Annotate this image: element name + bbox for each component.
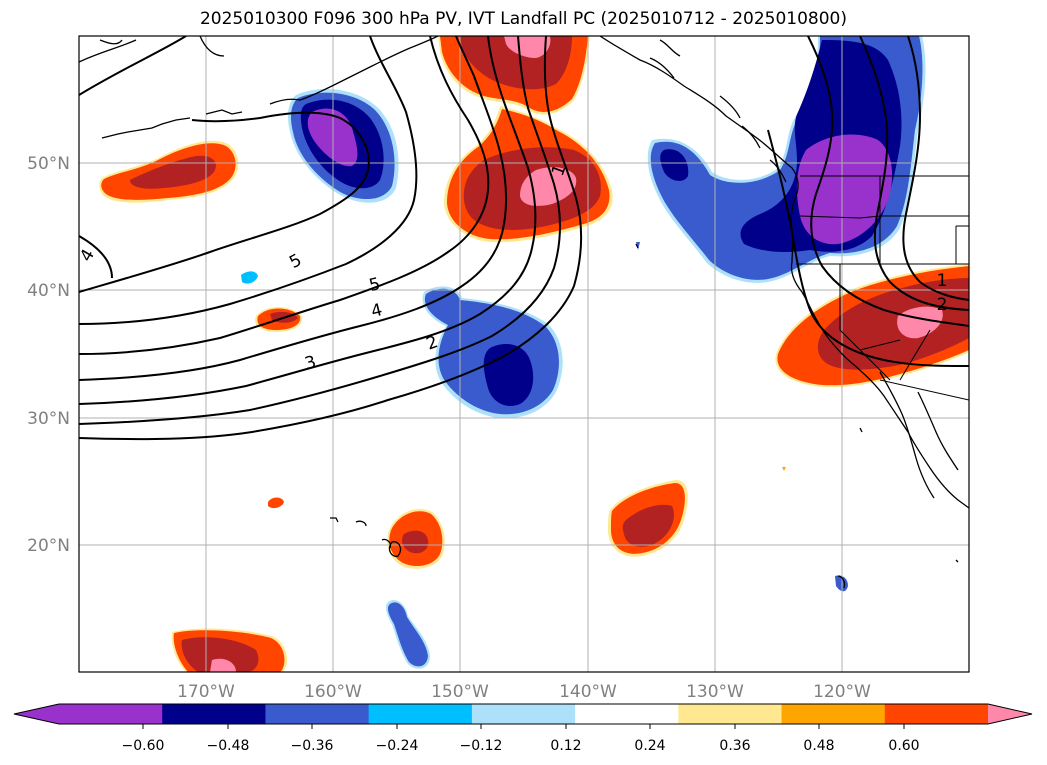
colorbar-bin	[368, 704, 473, 724]
lon-tick-170w: 170°W	[177, 682, 235, 702]
colorbar-extend-max	[988, 704, 1032, 724]
colorbar-bin	[265, 704, 370, 724]
colorbar-extend-min	[14, 704, 59, 724]
coastlines	[79, 36, 969, 589]
contour-label: 4	[369, 300, 384, 322]
colorbar-segments	[14, 704, 1032, 724]
colorbar-tick-label: 0.36	[719, 738, 750, 754]
lon-tick-labels: 170°W 160°W 150°W 140°W 130°W 120°W	[177, 682, 871, 702]
colorbar-bin	[471, 704, 576, 724]
lat-tick-30n: 30°N	[27, 409, 70, 429]
colorbar-bin	[575, 704, 679, 724]
lat-tick-20n: 20°N	[27, 536, 70, 556]
lon-tick-120w: 120°W	[813, 682, 871, 702]
colorbar-tick-label: −0.24	[376, 738, 419, 754]
lat-tick-50n: 50°N	[27, 154, 70, 174]
contour-label: 3	[303, 352, 319, 374]
pv-negative-anomalies	[241, 36, 926, 669]
lon-tick-160w: 160°W	[304, 682, 362, 702]
colorbar-tick-label: 0.24	[634, 738, 665, 754]
colorbar-tick-label: 0.12	[550, 738, 581, 754]
chart-title: 2025010300 F096 300 hPa PV, IVT Landfall…	[199, 9, 847, 29]
contour-label: 5	[367, 274, 382, 296]
colorbar-tick-label: 0.48	[803, 738, 834, 754]
colorbar-tick-label: −0.12	[460, 738, 503, 754]
colorbar-tick-label: −0.36	[291, 738, 334, 754]
colorbar-bin	[781, 704, 886, 724]
map-gridlines	[79, 36, 969, 672]
colorbar-tick-label: 0.60	[888, 738, 919, 754]
colorbar-bin	[59, 704, 163, 724]
contour-label: 5	[286, 250, 305, 273]
contour-label: 1	[937, 271, 948, 291]
map-frame	[78, 35, 970, 673]
lat-tick-40n: 40°N	[27, 281, 70, 301]
ivt-contours	[79, 36, 969, 441]
contour-label: 2	[937, 295, 948, 315]
colorbar-ticks: −0.60 −0.48 −0.36 −0.24 −0.12 0.12 0.24 …	[122, 724, 920, 754]
colorbar-bin	[162, 704, 266, 724]
colorbar-outline	[13, 703, 1033, 725]
lat-tick-labels: 50°N 40°N 30°N 20°N	[27, 154, 70, 556]
colorbar-tick-label: −0.48	[207, 738, 250, 754]
map-canvas: 5 5 4 3 2 1 2 1 4	[79, 36, 969, 672]
lon-tick-130w: 130°W	[686, 682, 744, 702]
colorbar: −0.60 −0.48 −0.36 −0.24 −0.12 0.12 0.24 …	[13, 703, 1033, 754]
colorbar-tick-label: −0.60	[122, 738, 165, 754]
lon-tick-140w: 140°W	[559, 682, 617, 702]
colorbar-bin	[884, 704, 989, 724]
colorbar-bin	[678, 704, 783, 724]
lon-tick-150w: 150°W	[431, 682, 489, 702]
